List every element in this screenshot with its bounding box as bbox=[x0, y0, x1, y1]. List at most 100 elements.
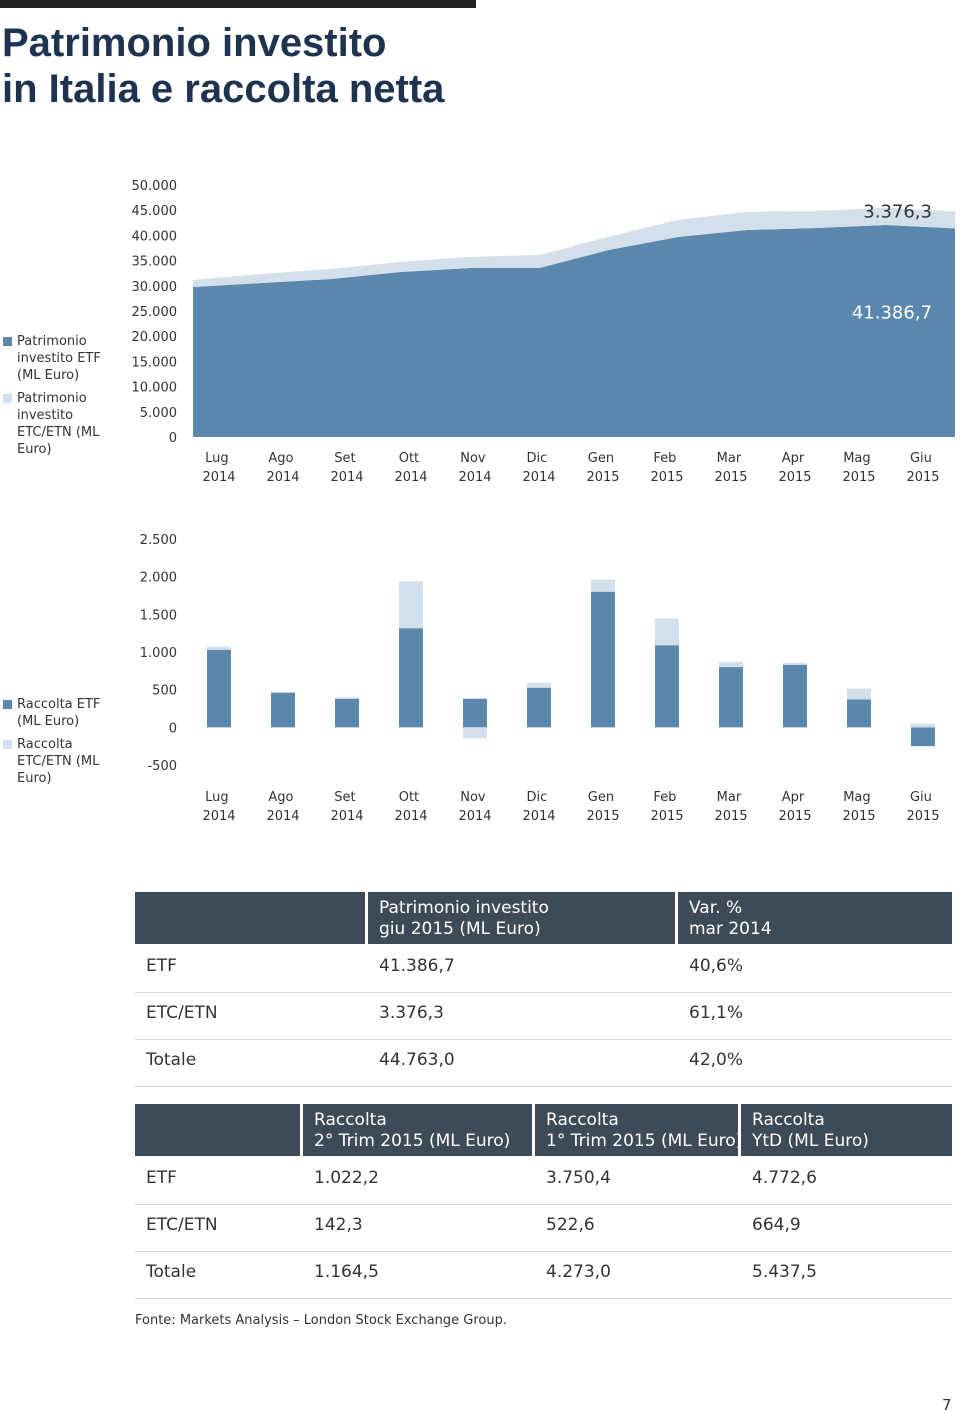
y-tick-label: 15.000 bbox=[132, 355, 178, 370]
x-tick-label-line: 2014 bbox=[266, 809, 299, 824]
x-tick-label: Mag 2015 bbox=[842, 451, 875, 485]
table-row: ETF 41.386,7 40,6% bbox=[135, 946, 952, 993]
header-cell bbox=[135, 1104, 303, 1156]
top-bar bbox=[0, 0, 476, 8]
legend-item: Patrimonio investito ETC/ETN (ML Euro) bbox=[3, 390, 128, 458]
y-tick-label: 20.000 bbox=[132, 330, 178, 345]
y-tick-label: 0 bbox=[169, 721, 177, 736]
header-cell: Raccolta YtD (ML Euro) bbox=[741, 1104, 952, 1156]
x-tick-label-line: 2014 bbox=[522, 809, 555, 824]
legend-swatch bbox=[3, 700, 12, 709]
x-tick-label-line: 2015 bbox=[906, 809, 939, 824]
table-cell: ETC/ETN bbox=[135, 993, 368, 1039]
table-cell: 3.750,4 bbox=[535, 1158, 741, 1204]
bar bbox=[399, 581, 423, 629]
table-row: ETC/ETN 142,3 522,6 664,9 bbox=[135, 1205, 952, 1252]
x-tick-label: Giu 2015 bbox=[906, 790, 939, 824]
x-tick-label: Set 2014 bbox=[330, 451, 363, 485]
area bbox=[193, 225, 955, 437]
header-line: Raccolta bbox=[314, 1110, 387, 1130]
x-tick-label-line: 2015 bbox=[842, 470, 875, 485]
x-tick-label-line: 2014 bbox=[394, 809, 427, 824]
x-tick-label: Ago 2014 bbox=[266, 790, 299, 824]
legend-label: Patrimonio investito ETF (ML Euro) bbox=[17, 334, 101, 383]
legend-label: Patrimonio investito ETC/ETN (ML Euro) bbox=[17, 391, 100, 457]
page-number: 7 bbox=[942, 1396, 952, 1414]
x-tick-label-line: 2015 bbox=[778, 470, 811, 485]
x-tick-label-line: 2015 bbox=[714, 809, 747, 824]
header-cell: Patrimonio investito giu 2015 (ML Euro) bbox=[368, 892, 678, 944]
table-cell: 4.772,6 bbox=[752, 1168, 817, 1188]
header-cell: Var. % mar 2014 bbox=[678, 892, 952, 944]
x-tick-label: Giu 2015 bbox=[906, 451, 939, 485]
bar bbox=[591, 591, 615, 728]
x-tick-label: Lug 2014 bbox=[202, 451, 235, 485]
header-cell bbox=[135, 892, 368, 944]
bar bbox=[655, 618, 679, 646]
source: Fonte: Markets Analysis – London Stock E… bbox=[135, 1313, 507, 1328]
x-tick-label: Mag 2015 bbox=[842, 790, 875, 824]
table-cell: 41.386,7 bbox=[368, 946, 678, 992]
header-line: mar 2014 bbox=[689, 919, 772, 939]
x-tick-label-line: Dic bbox=[527, 790, 552, 805]
bar bbox=[591, 579, 615, 592]
legend-swatch bbox=[3, 394, 12, 403]
header-cell: Raccolta 1° Trim 2015 (ML Euro) bbox=[535, 1104, 742, 1156]
table-cell: ETC/ETN bbox=[135, 1205, 303, 1251]
y-tick-label: 500 bbox=[152, 684, 177, 699]
x-tick-label: Gen 2015 bbox=[586, 790, 619, 824]
bar bbox=[783, 664, 807, 728]
x-tick-label: Dic 2014 bbox=[522, 790, 555, 824]
x-tick-label: Feb 2015 bbox=[650, 451, 683, 485]
y-tick-label: 45.000 bbox=[132, 204, 178, 219]
table: Raccolta 2° Trim 2015 (ML Euro) Raccolta 1°… bbox=[135, 1104, 952, 1299]
bar bbox=[399, 628, 423, 728]
x-tick-label-line: 2015 bbox=[842, 809, 875, 824]
table-cell: 44.763,0 bbox=[368, 1040, 678, 1086]
header-cell: Raccolta 2° Trim 2015 (ML Euro) bbox=[303, 1104, 535, 1156]
bar bbox=[719, 662, 743, 668]
table-cell: 142,3 bbox=[303, 1205, 535, 1251]
y-tick-label: 1.500 bbox=[140, 608, 177, 623]
x-tick-label-line: Apr bbox=[782, 790, 809, 805]
x-tick-label-line: 2014 bbox=[458, 470, 491, 485]
x-tick-label-line: Mag bbox=[843, 451, 875, 466]
bar bbox=[463, 727, 487, 739]
legend-item: Raccolta ETC/ETN (ML Euro) bbox=[3, 736, 128, 787]
x-tick-label-line: 2015 bbox=[586, 470, 619, 485]
header-line: Patrimonio investito bbox=[379, 898, 549, 918]
legend-item: Raccolta ETF (ML Euro) bbox=[3, 696, 128, 730]
x-tick-label-line: Gen bbox=[588, 451, 618, 466]
x-tick-label-line: 2014 bbox=[266, 470, 299, 485]
x-tick-label: Mar 2015 bbox=[714, 451, 747, 485]
x-tick-label: Lug 2014 bbox=[202, 790, 235, 824]
x-tick-label-line: Feb bbox=[653, 451, 680, 466]
legend-swatch bbox=[3, 740, 12, 749]
x-tick-label: Nov 2014 bbox=[458, 451, 491, 485]
x-tick-label: Ott 2014 bbox=[394, 790, 427, 824]
x-tick-label-line: Set bbox=[334, 451, 359, 466]
x-tick-label-line: Lug bbox=[205, 790, 233, 805]
bar bbox=[847, 699, 871, 728]
x-tick-label: Dic 2014 bbox=[522, 451, 555, 485]
table-cell: Totale bbox=[135, 1252, 303, 1298]
bar bbox=[271, 691, 295, 693]
y-tick-label: 0 bbox=[169, 431, 177, 446]
x-tick-label: Feb 2015 bbox=[650, 790, 683, 824]
table-row: ETC/ETN 3.376,3 61,1% bbox=[135, 993, 952, 1040]
bar bbox=[847, 688, 871, 700]
x-tick-label-line: Ago bbox=[268, 451, 297, 466]
table-row: ETF 1.022,2 3.750,4 4.772,6 bbox=[135, 1158, 952, 1205]
x-tick-label-line: Mag bbox=[843, 790, 875, 805]
y-tick-label: 2.000 bbox=[140, 571, 177, 586]
header-line: YtD (ML Euro) bbox=[752, 1131, 869, 1151]
table-header: Patrimonio investito giu 2015 (ML Euro) Va… bbox=[135, 892, 952, 944]
x-tick-label-line: Giu bbox=[910, 451, 936, 466]
x-tick-label-line: 2015 bbox=[906, 470, 939, 485]
table-cell: 1.022,2 bbox=[303, 1158, 535, 1204]
bar bbox=[463, 698, 487, 728]
x-tick-label-line: Giu bbox=[910, 790, 936, 805]
bar bbox=[911, 727, 935, 747]
table-row: Totale 1.164,5 4.273,0 5.437,5 bbox=[135, 1252, 952, 1299]
x-tick-label-line: 2014 bbox=[330, 470, 363, 485]
